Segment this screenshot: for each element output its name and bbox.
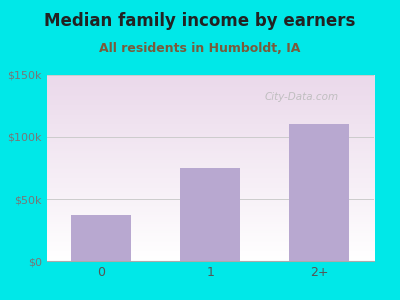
- Text: All residents in Humboldt, IA: All residents in Humboldt, IA: [99, 42, 301, 55]
- Text: City-Data.com: City-Data.com: [265, 92, 339, 102]
- Text: Median family income by earners: Median family income by earners: [44, 12, 356, 30]
- Bar: [71, 215, 131, 261]
- Bar: [290, 124, 350, 261]
- Bar: [180, 168, 240, 261]
